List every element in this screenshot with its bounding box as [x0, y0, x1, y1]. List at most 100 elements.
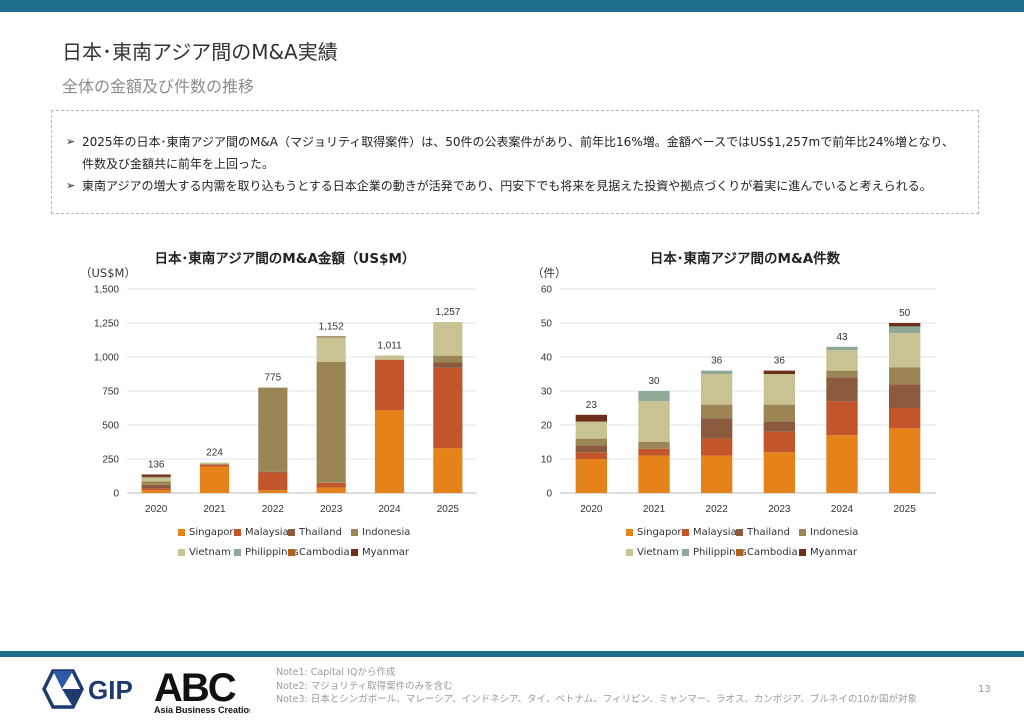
bar-segment-thailand — [763, 421, 795, 432]
bar-total-label: 50 — [899, 308, 911, 319]
x-tick-label: 2023 — [768, 504, 791, 515]
bar-segment-singapore — [575, 459, 607, 493]
bar-segment-malaysia — [258, 472, 288, 491]
bar-total-label: 23 — [586, 400, 598, 411]
bar-segment-malaysia — [141, 488, 171, 491]
legend-item-thailand: Thailand — [736, 527, 790, 538]
count-chart-title: 日本･東南アジア間のM&A件数 — [649, 251, 841, 267]
legend-swatch — [351, 549, 358, 556]
footnotes: Note1: Capital IQから作成 Note2: マジョリティ取得案件の… — [276, 666, 917, 707]
x-tick-label: 2021 — [643, 504, 666, 515]
legend-label: Vietnam — [189, 547, 231, 558]
bar-segment-vietnam — [141, 478, 171, 482]
y-tick-label: 1,500 — [94, 285, 119, 296]
legend-label: Malaysia — [245, 527, 289, 538]
y-tick-label: 750 — [102, 387, 119, 398]
bar-total-label: 1,011 — [377, 341, 402, 352]
legend-swatch — [736, 529, 743, 536]
legend-item-singapore: Singapore — [178, 527, 239, 538]
bar-segment-malaysia — [638, 448, 670, 456]
bar-segment-indonesia — [316, 361, 346, 483]
page-title: 日本･東南アジア間のM&A実績 — [62, 40, 338, 64]
bar-segment-singapore — [826, 435, 858, 493]
legend-item-malaysia: Malaysia — [234, 527, 289, 538]
bar-segment-vietnam — [433, 322, 463, 356]
bar-segment-malaysia — [826, 401, 858, 436]
legend-swatch — [234, 529, 241, 536]
legend-item-singapore: Singapore — [626, 527, 687, 538]
x-tick-label: 2024 — [831, 504, 854, 515]
bar-total-label: 30 — [648, 376, 660, 387]
footnote: Note2: マジョリティ取得案件のみを含む — [276, 680, 453, 692]
y-tick-label: 1,250 — [94, 319, 119, 330]
bar-segment-vietnam — [316, 337, 346, 362]
page-subtitle: 全体の金額及び件数の推移 — [62, 77, 255, 96]
x-tick-label: 2020 — [580, 504, 603, 515]
abc-logo-text: ABC — [154, 666, 236, 710]
legend-label: Singapore — [637, 527, 688, 538]
bar-segment-vietnam — [374, 355, 405, 360]
bar-segment-singapore — [638, 455, 670, 493]
gip-logo: GIP — [42, 669, 133, 709]
legend-item-vietnam: Vietnam — [178, 547, 231, 558]
bar-segment-indonesia — [433, 355, 463, 363]
bar-segment-vietnam — [199, 462, 230, 465]
bar-segment-myanmar — [889, 323, 921, 327]
legend-label: Philippines — [245, 547, 299, 558]
legend-swatch — [799, 549, 806, 556]
bar-segment-vietnam — [638, 401, 670, 442]
bar-segment-indonesia — [701, 404, 733, 419]
bar-segment-singapore — [141, 490, 171, 493]
legend-item-philippines: Philippines — [234, 547, 299, 558]
legend-label: Indonesia — [810, 527, 859, 538]
legend-label: Indonesia — [362, 527, 411, 538]
bar-segment-philippines — [141, 477, 171, 479]
abc-logo: ABC Asia Business Creation — [154, 666, 250, 715]
bar-segment-singapore — [763, 452, 795, 493]
x-tick-label: 2025 — [894, 504, 917, 515]
legend-item-cambodia: Cambodia — [288, 547, 350, 558]
bar-segment-singapore — [258, 490, 288, 493]
legend-item-myanmar: Myanmar — [799, 547, 857, 558]
bar-total-label: 36 — [711, 356, 723, 367]
bar-segment-vietnam — [889, 333, 921, 368]
bar-segment-philippines — [826, 346, 858, 351]
bar-segment-indonesia — [826, 370, 858, 378]
bar-segment-malaysia — [763, 431, 795, 453]
bar-segment-singapore — [316, 487, 346, 493]
legend-swatch — [288, 529, 295, 536]
bar-segment-malaysia — [374, 359, 405, 411]
summary-bullet: ➢ 2025年の日本･東南アジア間のM&A（マジョリティ取得案件）は、50件の公… — [66, 131, 961, 175]
summary-bullet-text: 東南アジアの増大する内需を取り込もうとする日本企業の動きが活発であり、円安下でも… — [82, 179, 932, 193]
bar-segment-philippines — [701, 370, 733, 374]
bar-total-label: 136 — [148, 460, 165, 471]
bar-segment-cambodia — [316, 336, 346, 338]
legend-swatch — [626, 549, 633, 556]
legend-swatch — [682, 549, 689, 556]
summary-bullet: ➢ 東南アジアの増大する内需を取り込もうとする日本企業の動きが活発であり、円安下… — [66, 175, 961, 197]
legend-swatch — [682, 529, 689, 536]
footnote: Note3: 日本とシンガポール、マレーシア、インドネシア、タイ、ベトナム、フィ… — [276, 694, 917, 705]
bar-segment-indonesia — [889, 367, 921, 385]
y-tick-label: 500 — [102, 421, 119, 432]
y-tick-label: 10 — [541, 455, 553, 466]
legend-label: Malaysia — [693, 527, 737, 538]
y-tick-label: 60 — [541, 285, 553, 296]
legend-swatch — [351, 529, 358, 536]
bar-segment-singapore — [701, 455, 733, 493]
x-tick-label: 2020 — [145, 504, 168, 515]
bar-total-label: 1,152 — [319, 321, 344, 332]
legend-item-philippines: Philippines — [682, 547, 747, 558]
legend-item-vietnam: Vietnam — [626, 547, 679, 558]
legend-swatch — [234, 549, 241, 556]
bar-segment-philippines — [316, 337, 346, 338]
bar-segment-thailand — [199, 464, 230, 465]
bar-segment-singapore — [374, 410, 405, 493]
legend-label: Cambodia — [747, 547, 798, 558]
bar-segment-thailand — [889, 384, 921, 408]
bar-segment-singapore — [199, 466, 230, 493]
y-tick-label: 250 — [102, 455, 119, 466]
legend-swatch — [626, 529, 633, 536]
